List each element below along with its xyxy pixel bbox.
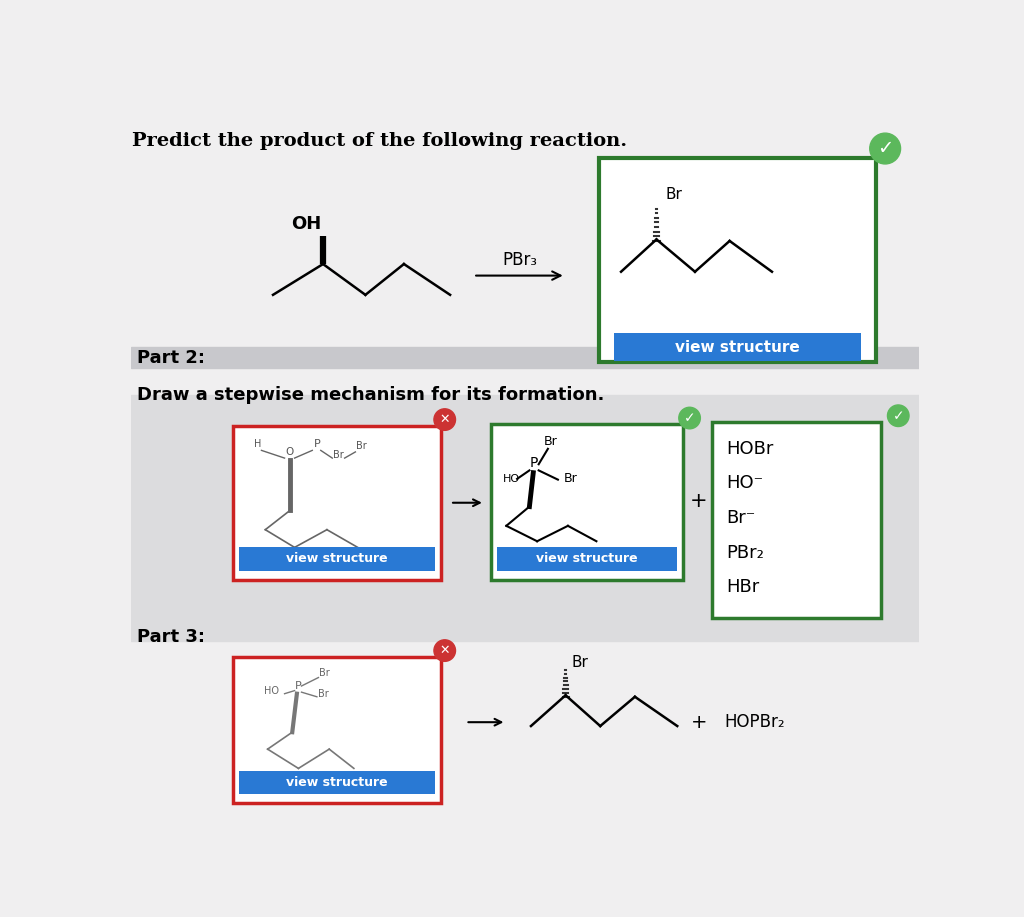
- Text: +: +: [690, 713, 707, 732]
- Text: view structure: view structure: [675, 339, 800, 355]
- Text: HO⁻: HO⁻: [726, 474, 763, 492]
- Text: Part 3:: Part 3:: [137, 628, 205, 646]
- Circle shape: [869, 133, 900, 164]
- Text: Part 2:: Part 2:: [137, 349, 205, 367]
- Text: Br: Br: [356, 441, 367, 451]
- Text: PBr₃: PBr₃: [502, 251, 537, 270]
- Text: Br⁻: Br⁻: [726, 509, 755, 527]
- Text: Predict the product of the following reaction.: Predict the product of the following rea…: [132, 132, 628, 149]
- Text: Br: Br: [564, 472, 578, 485]
- Bar: [240, 547, 435, 570]
- Circle shape: [888, 405, 909, 426]
- Text: ›: ›: [462, 132, 469, 150]
- Text: Br: Br: [571, 656, 589, 670]
- Bar: [497, 547, 677, 570]
- Text: Br: Br: [319, 668, 330, 678]
- Text: OH: OH: [291, 215, 322, 233]
- Text: O: O: [286, 447, 294, 457]
- Text: ✓: ✓: [877, 139, 893, 158]
- Text: HOBr: HOBr: [726, 440, 773, 458]
- Text: HO: HO: [264, 686, 279, 696]
- Bar: [614, 334, 860, 361]
- Text: Br: Br: [544, 435, 557, 448]
- Bar: [599, 158, 876, 362]
- Text: P: P: [313, 439, 321, 449]
- Text: PBr₂: PBr₂: [726, 544, 764, 562]
- Bar: [233, 657, 441, 803]
- Text: Br: Br: [666, 187, 683, 203]
- Bar: [712, 422, 882, 618]
- Bar: [233, 425, 441, 580]
- Bar: [131, 395, 920, 641]
- Text: ✕: ✕: [439, 644, 450, 657]
- Text: P: P: [529, 457, 539, 470]
- Text: Draw a stepwise mechanism for its formation.: Draw a stepwise mechanism for its format…: [137, 386, 604, 404]
- Circle shape: [679, 407, 700, 429]
- Bar: [240, 770, 435, 794]
- Text: P: P: [295, 681, 302, 691]
- Bar: [490, 425, 683, 580]
- Text: Br: Br: [333, 450, 344, 460]
- Bar: [131, 348, 920, 368]
- Text: +: +: [690, 492, 708, 511]
- Circle shape: [434, 409, 456, 430]
- Text: ✓: ✓: [684, 411, 695, 425]
- Text: Br: Br: [317, 689, 329, 699]
- Text: ✕: ✕: [439, 413, 450, 426]
- Text: HOPBr₂: HOPBr₂: [724, 713, 784, 731]
- Text: HBr: HBr: [726, 579, 759, 596]
- Text: HO: HO: [503, 474, 520, 484]
- Text: view structure: view structure: [537, 552, 638, 566]
- Circle shape: [434, 640, 456, 661]
- Text: view structure: view structure: [286, 552, 388, 566]
- Text: ✓: ✓: [893, 409, 904, 423]
- Text: H: H: [254, 438, 261, 448]
- Text: view structure: view structure: [286, 776, 388, 789]
